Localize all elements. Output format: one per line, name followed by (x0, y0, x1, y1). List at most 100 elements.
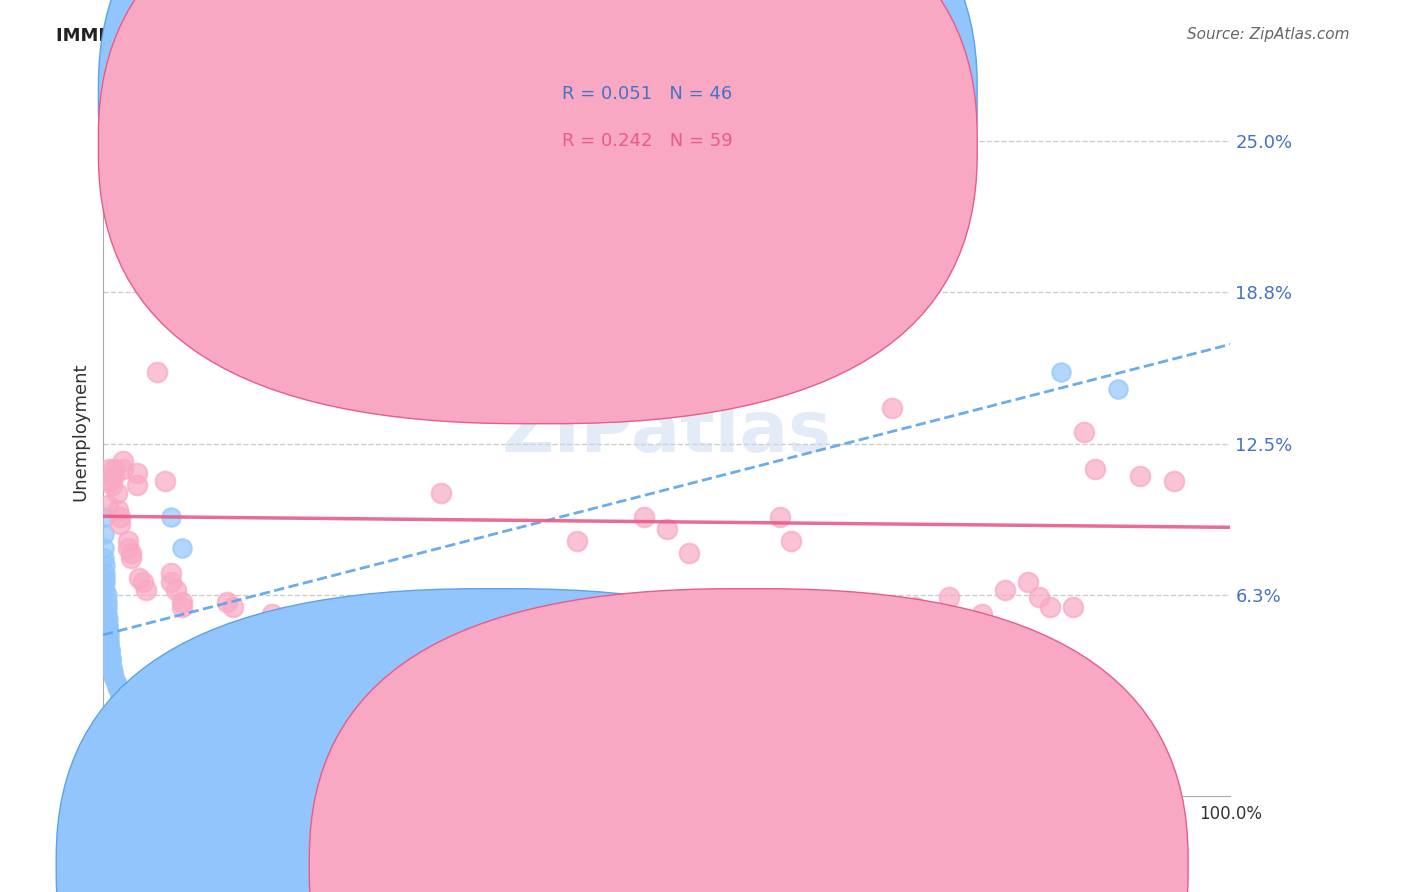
Point (745, 667, 768, 681)
Point (159, 575, 181, 590)
Point (142, 279, 165, 293)
Point (97, 498, 120, 512)
Point (779, 534, 801, 549)
Point (170, 599, 193, 614)
Point (94, 566, 117, 580)
Point (117, 534, 139, 549)
Point (1039, 599, 1062, 614)
Point (103, 461, 125, 475)
Point (96, 595, 118, 609)
Point (98, 648, 121, 662)
Point (153, 474, 176, 488)
Point (655, 522, 678, 536)
Point (165, 582, 187, 597)
Point (825, 207, 848, 221)
Point (131, 575, 153, 590)
Point (136, 279, 159, 293)
Point (94, 582, 117, 597)
Point (262, 607, 284, 621)
Point (117, 541, 139, 556)
Point (1062, 599, 1084, 614)
Point (103, 673, 125, 687)
Point (114, 697, 136, 711)
Point (97, 619, 120, 633)
Point (101, 478, 124, 492)
Point (520, 619, 543, 633)
Point (1073, 425, 1095, 439)
Point (1017, 575, 1039, 590)
Point (1084, 461, 1107, 475)
Point (108, 510, 131, 524)
Point (107, 682, 129, 697)
Text: Immigrants from Austria: Immigrants from Austria (489, 856, 692, 874)
Point (97, 624, 120, 638)
Point (103, 670, 125, 684)
Point (108, 687, 131, 701)
Point (97, 612, 120, 626)
Point (111, 694, 134, 708)
Point (104, 674, 127, 689)
Point (565, 534, 588, 549)
Point (97, 626, 120, 640)
Point (108, 517, 131, 532)
Point (100, 653, 122, 667)
Point (112, 454, 135, 468)
Point (108, 690, 131, 704)
Point (222, 599, 245, 614)
Point (711, 631, 734, 645)
Point (430, 485, 453, 500)
Point (93, 510, 115, 524)
Point (103, 665, 125, 680)
Point (97, 636, 120, 650)
Point (112, 461, 135, 475)
Point (125, 478, 148, 492)
Point (103, 667, 125, 681)
Text: Source: ZipAtlas.com: Source: ZipAtlas.com (1187, 27, 1350, 42)
Point (1028, 590, 1050, 604)
Point (93, 527, 115, 541)
Point (97, 461, 120, 475)
Point (159, 510, 181, 524)
Point (93, 541, 115, 556)
Point (97, 639, 120, 653)
Point (94, 558, 117, 573)
Point (882, 401, 904, 415)
Text: ZIPatlas: ZIPatlas (502, 398, 832, 467)
Text: IMMIGRANTS FROM AUSTRIA VS PUEBLO UNEMPLOYMENT CORRELATION CHART: IMMIGRANTS FROM AUSTRIA VS PUEBLO UNEMPL… (56, 27, 862, 45)
Y-axis label: Unemployment: Unemployment (72, 363, 89, 501)
Point (96, 607, 118, 621)
Point (97, 631, 120, 645)
Point (295, 614, 318, 628)
Point (117, 701, 139, 715)
Point (994, 582, 1017, 597)
Point (128, 571, 150, 585)
Point (97, 619, 120, 633)
Point (170, 541, 193, 556)
Text: R = 0.242   N = 59: R = 0.242 N = 59 (562, 132, 733, 150)
Text: R = 0.051   N = 46: R = 0.051 N = 46 (562, 85, 733, 103)
Point (146, 365, 169, 379)
Text: Pueblo: Pueblo (787, 856, 844, 874)
Point (678, 546, 700, 560)
Point (904, 599, 927, 614)
Point (859, 159, 882, 173)
Point (100, 650, 122, 665)
Point (100, 656, 122, 670)
Point (98, 643, 121, 657)
Point (1163, 474, 1185, 488)
Point (135, 582, 157, 597)
Point (1050, 365, 1073, 379)
Point (101, 663, 124, 677)
Point (98, 474, 121, 488)
Point (96, 599, 118, 614)
Point (633, 510, 655, 524)
Point (768, 510, 790, 524)
Point (96, 588, 118, 602)
Point (125, 467, 148, 481)
Point (98, 643, 121, 657)
Point (93, 551, 115, 566)
Point (94, 571, 117, 585)
Point (1129, 468, 1152, 483)
Point (972, 607, 994, 621)
Point (101, 660, 124, 674)
